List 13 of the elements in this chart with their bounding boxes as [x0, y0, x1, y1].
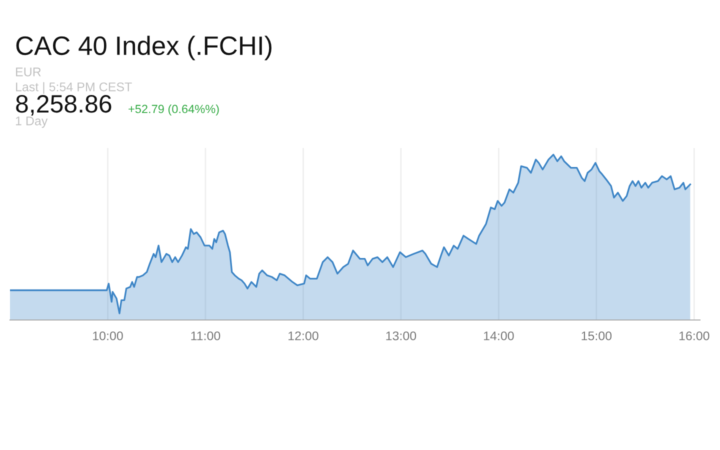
x-tick-label: 13:00	[386, 331, 416, 340]
text: 1 Day	[16, 116, 48, 128]
text: 8,258.86	[16, 95, 112, 116]
x-tick-label: 14:00	[484, 331, 514, 340]
text: +52.79 (0.64%%)	[128, 104, 219, 116]
x-tick-label: 15:00	[582, 331, 612, 340]
x-tick-label: 12:00	[288, 331, 318, 340]
x-tick-label: 10:00	[93, 331, 123, 340]
x-tick-label: 16:00	[679, 331, 710, 340]
x-tick-label: 11:00	[191, 331, 220, 340]
text: EUR	[16, 68, 41, 76]
text: Last | 5:54 PM CEST	[16, 82, 132, 94]
chart-title: CAC 40 Index (.FCHI)	[16, 36, 272, 60]
